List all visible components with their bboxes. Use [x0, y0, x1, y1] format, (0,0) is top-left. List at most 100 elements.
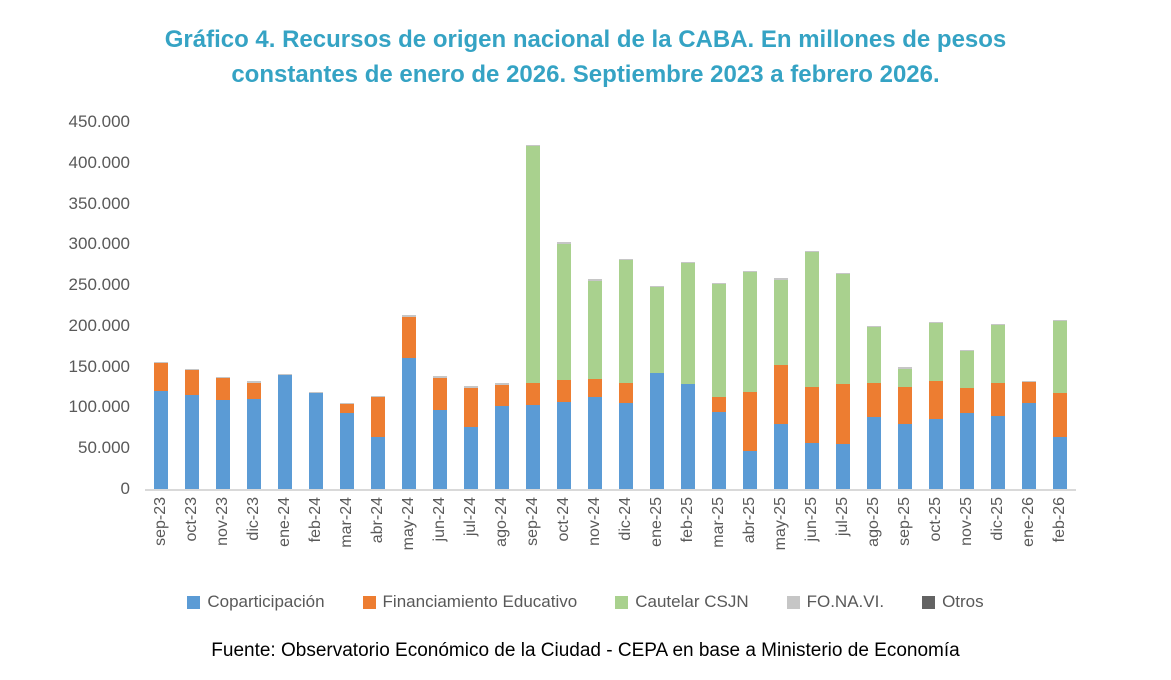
bar-segment — [215, 399, 230, 489]
bar-segment — [153, 390, 168, 489]
bar-segment — [556, 380, 571, 402]
bar-segment — [277, 375, 292, 489]
y-tick-label: 100.000 — [68, 397, 130, 417]
y-tick-label: 200.000 — [68, 315, 130, 335]
bar-segment — [339, 404, 354, 414]
x-tick-label: mar-25 — [710, 497, 728, 548]
bar-segment — [339, 402, 354, 405]
bar-segment — [246, 381, 261, 383]
x-tick-label: ene-25 — [648, 497, 666, 547]
bar-segment — [153, 362, 168, 364]
bar-segment — [836, 273, 851, 385]
x-tick-label: nov-24 — [585, 497, 603, 546]
bar-segment — [960, 351, 975, 389]
bar-segment — [960, 350, 975, 352]
source-note: Fuente: Observatorio Económico de la Ciu… — [211, 640, 960, 661]
x-tick-label: sep-24 — [523, 497, 541, 546]
bar-segment — [991, 324, 1006, 326]
bar-segment — [991, 416, 1006, 489]
bar-segment — [836, 443, 851, 489]
x-tick-label: nov-25 — [958, 497, 976, 546]
legend-label: Coparticipación — [207, 592, 325, 611]
bar-segment — [805, 250, 820, 252]
bar-segment — [184, 394, 199, 489]
bar-segment — [401, 316, 416, 359]
bar-segment — [805, 251, 820, 387]
bar-segment — [681, 262, 696, 385]
bar-segment — [587, 280, 602, 379]
x-tick-label: oct-25 — [927, 497, 945, 542]
y-tick-label: 400.000 — [68, 152, 130, 172]
bar-segment — [991, 383, 1006, 417]
bar-segment — [556, 243, 571, 381]
bar-segment — [960, 388, 975, 413]
bar-segment — [401, 315, 416, 317]
y-tick-label: 250.000 — [68, 275, 130, 295]
bar-segment — [1022, 382, 1037, 404]
bar-segment — [463, 427, 478, 489]
bar-segment — [805, 386, 820, 444]
bar-segment — [774, 365, 789, 425]
bar-segment — [463, 387, 478, 428]
bar-segment — [867, 383, 882, 418]
bar-segment — [650, 285, 665, 287]
bar-segment — [401, 358, 416, 489]
legend-swatch-icon — [922, 595, 936, 609]
bar-segment — [1022, 381, 1037, 383]
x-tick-label: nov-23 — [213, 497, 231, 546]
legend-label: Cautelar CSJN — [635, 592, 749, 611]
bar-segment — [432, 376, 447, 378]
x-tick-label: ago-25 — [865, 497, 883, 547]
bar-segment — [153, 363, 168, 391]
x-tick-label: dic-24 — [617, 497, 635, 541]
legend-item: FO.NA.VI. — [786, 592, 884, 612]
bar-segment — [712, 284, 727, 397]
bar-segment — [712, 396, 727, 413]
bar-segment — [867, 327, 882, 384]
x-tick-label: jul-24 — [461, 497, 479, 537]
legend-label: Financiamiento Educativo — [382, 592, 578, 611]
chart-title-line1: Gráfico 4. Recursos de origen nacional d… — [164, 26, 1007, 53]
legend-swatch-icon — [362, 595, 376, 609]
bar-segment — [929, 418, 944, 489]
x-tick-label: jul-25 — [834, 497, 852, 537]
legend-item: Otros — [922, 592, 984, 612]
bar-segment — [681, 261, 696, 263]
bar-segment — [525, 146, 540, 384]
bar-segment — [743, 271, 758, 393]
bar-segment — [619, 258, 634, 260]
legend-item: Coparticipación — [187, 592, 325, 612]
x-tick-label: abr-24 — [368, 497, 386, 544]
legend-label: Otros — [942, 592, 984, 611]
legend-swatch-icon — [187, 595, 201, 609]
bar-segment — [587, 279, 602, 281]
bar-segment — [619, 382, 634, 403]
bar-segment — [277, 374, 292, 376]
bar-segment — [836, 384, 851, 444]
bar-segment — [184, 369, 199, 371]
bar-segment — [308, 393, 323, 489]
bar-segment — [867, 417, 882, 489]
bar-segment — [991, 325, 1006, 384]
x-tick-label: mar-24 — [337, 497, 355, 548]
bar-segment — [494, 383, 509, 385]
y-tick-label: 50.000 — [78, 438, 130, 458]
x-tick-label: jun-24 — [430, 497, 448, 542]
bar-segment — [650, 372, 665, 489]
legend-item: Cautelar CSJN — [615, 592, 749, 612]
x-tick-label: sep-23 — [151, 497, 169, 546]
legend: Coparticipación Financiamiento Educativo C… — [0, 592, 1171, 612]
bar-segment — [619, 402, 634, 489]
bar-segment — [712, 412, 727, 489]
bar-segment — [774, 278, 789, 280]
y-tick-label: 450.000 — [68, 112, 130, 131]
bar-segment — [743, 450, 758, 489]
y-tick-label: 150.000 — [68, 356, 130, 376]
bar-segment — [215, 377, 230, 400]
x-tick-label: may-25 — [772, 497, 790, 551]
bar-segment — [867, 326, 882, 328]
bar-segment — [556, 401, 571, 489]
bar-segment — [619, 259, 634, 383]
bar-segment — [525, 404, 540, 489]
bar-segment — [525, 383, 540, 405]
